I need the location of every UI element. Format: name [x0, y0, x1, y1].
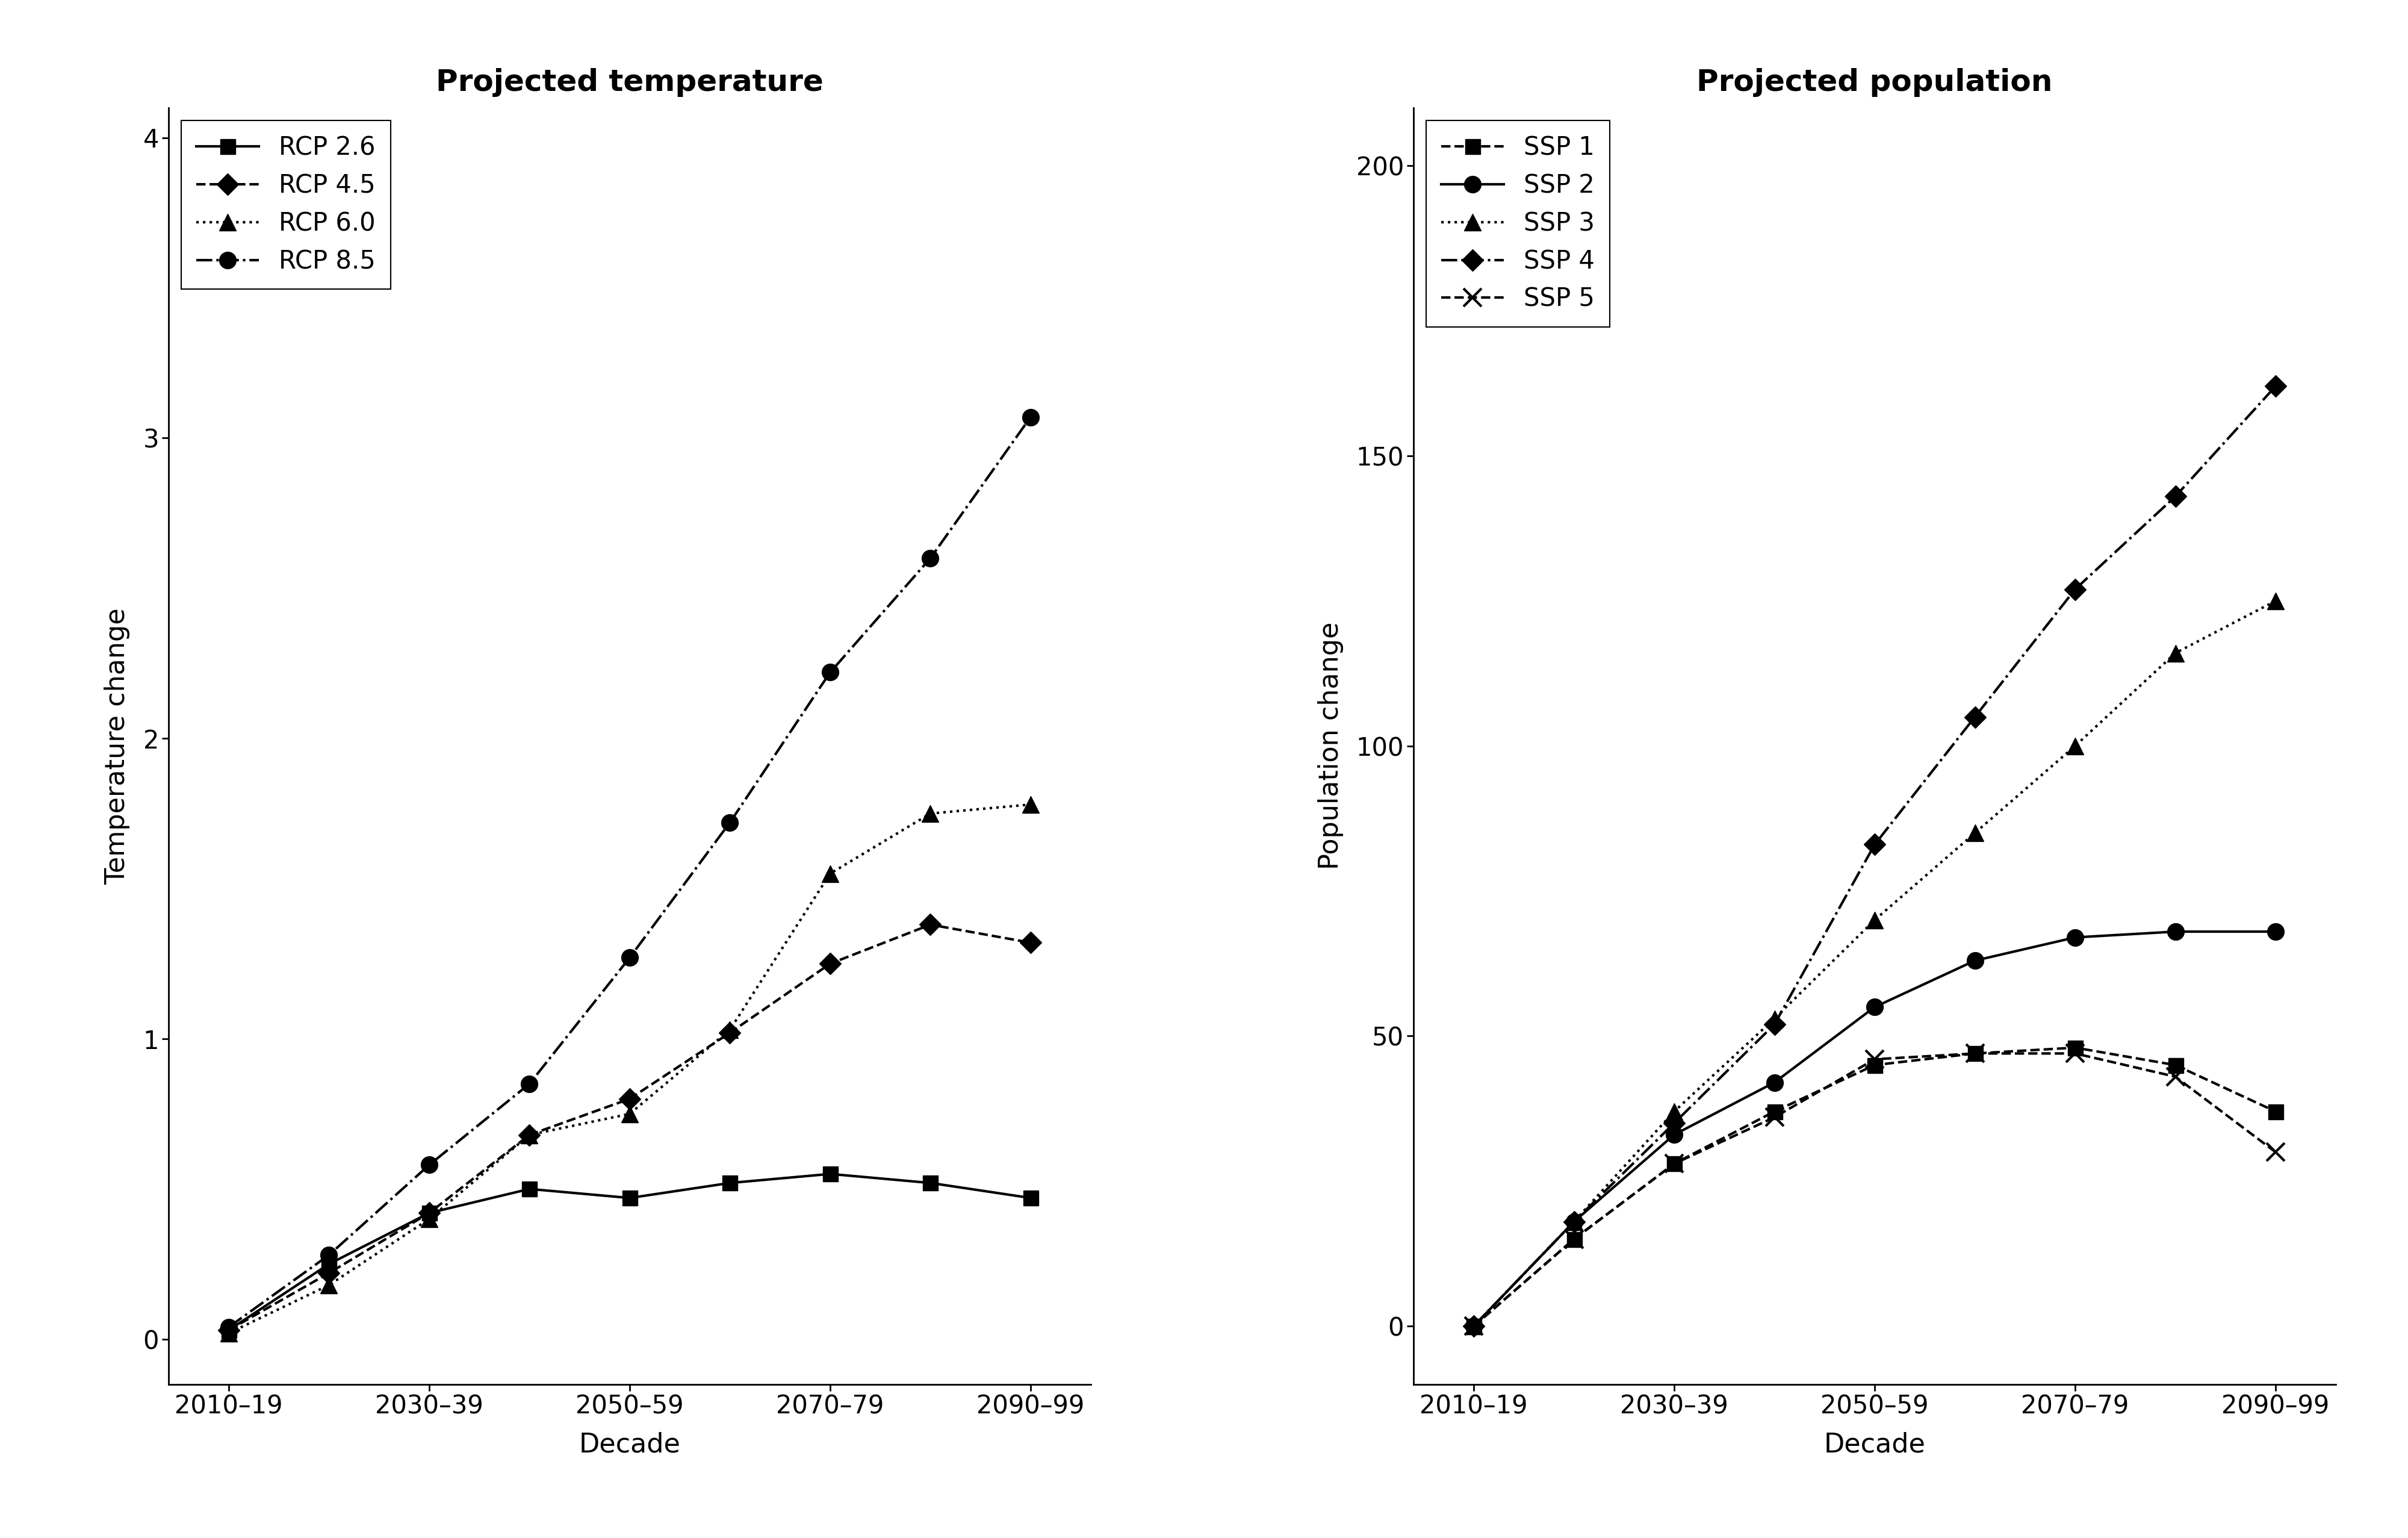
- RCP 2.6: [915, 1173, 944, 1192]
- SSP 1: [2160, 1057, 2189, 1075]
- SSP 4: [2261, 377, 2290, 395]
- RCP 6.0: [816, 864, 845, 883]
- SSP 4: [1861, 835, 1890, 854]
- RCP 6.0: [515, 1126, 544, 1144]
- Title: Projected temperature: Projected temperature: [436, 68, 824, 97]
- SSP 3: [2160, 644, 2189, 663]
- SSP 4: [1459, 1317, 1488, 1335]
- RCP 4.5: [214, 1321, 243, 1340]
- SSP 2: [1760, 1074, 1789, 1092]
- RCP 6.0: [915, 804, 944, 823]
- SSP 5: [2160, 1067, 2189, 1086]
- RCP 4.5: [1016, 934, 1045, 952]
- Line: SSP 5: SSP 5: [1464, 1044, 2285, 1335]
- RCP 8.5: [915, 549, 944, 568]
- RCP 4.5: [816, 955, 845, 974]
- SSP 4: [2061, 580, 2090, 598]
- RCP 2.6: [214, 1321, 243, 1340]
- RCP 8.5: [816, 663, 845, 681]
- SSP 4: [2160, 488, 2189, 506]
- Title: Projected population: Projected population: [1698, 68, 2052, 97]
- SSP 3: [1560, 1212, 1589, 1230]
- SSP 4: [1960, 707, 1989, 726]
- SSP 5: [1861, 1050, 1890, 1069]
- SSP 1: [1960, 1044, 1989, 1063]
- SSP 3: [2061, 737, 2090, 755]
- SSP 3: [2261, 592, 2290, 611]
- X-axis label: Decade: Decade: [578, 1432, 681, 1458]
- RCP 8.5: [715, 814, 744, 832]
- RCP 6.0: [214, 1324, 243, 1343]
- RCP 2.6: [515, 1180, 544, 1198]
- SSP 1: [2061, 1038, 2090, 1057]
- RCP 4.5: [414, 1204, 443, 1223]
- SSP 4: [1560, 1212, 1589, 1230]
- Line: RCP 8.5: RCP 8.5: [222, 409, 1038, 1335]
- RCP 8.5: [315, 1246, 344, 1264]
- SSP 3: [1459, 1317, 1488, 1335]
- RCP 6.0: [315, 1277, 344, 1295]
- SSP 3: [1960, 824, 1989, 843]
- RCP 8.5: [214, 1318, 243, 1337]
- SSP 2: [2261, 923, 2290, 941]
- Legend: RCP 2.6, RCP 4.5, RCP 6.0, RCP 8.5: RCP 2.6, RCP 4.5, RCP 6.0, RCP 8.5: [181, 120, 390, 289]
- SSP 1: [1861, 1057, 1890, 1075]
- SSP 5: [1960, 1044, 1989, 1063]
- RCP 6.0: [1016, 795, 1045, 814]
- SSP 2: [1960, 952, 1989, 970]
- SSP 2: [1459, 1317, 1488, 1335]
- Y-axis label: Population change: Population change: [1317, 621, 1344, 871]
- RCP 6.0: [414, 1210, 443, 1229]
- RCP 2.6: [1016, 1189, 1045, 1207]
- SSP 3: [1760, 1009, 1789, 1027]
- RCP 2.6: [414, 1204, 443, 1223]
- Line: RCP 4.5: RCP 4.5: [222, 917, 1038, 1338]
- RCP 2.6: [315, 1255, 344, 1273]
- SSP 5: [1760, 1107, 1789, 1126]
- SSP 5: [1659, 1155, 1688, 1173]
- RCP 2.6: [715, 1173, 744, 1192]
- SSP 2: [2061, 927, 2090, 946]
- SSP 4: [1659, 1114, 1688, 1132]
- X-axis label: Decade: Decade: [1823, 1432, 1926, 1458]
- RCP 4.5: [515, 1126, 544, 1144]
- Y-axis label: Temperature change: Temperature change: [104, 608, 130, 884]
- SSP 2: [1560, 1212, 1589, 1230]
- RCP 4.5: [614, 1089, 643, 1107]
- Line: SSP 4: SSP 4: [1466, 378, 2283, 1333]
- SSP 1: [1760, 1103, 1789, 1121]
- Line: SSP 1: SSP 1: [1466, 1040, 2283, 1333]
- SSP 2: [1659, 1126, 1688, 1144]
- SSP 5: [1459, 1317, 1488, 1335]
- SSP 1: [1560, 1230, 1589, 1249]
- RCP 4.5: [915, 915, 944, 934]
- RCP 4.5: [315, 1264, 344, 1283]
- SSP 1: [2261, 1103, 2290, 1121]
- RCP 6.0: [614, 1104, 643, 1123]
- SSP 5: [2261, 1143, 2290, 1161]
- SSP 2: [1861, 998, 1890, 1017]
- RCP 8.5: [614, 949, 643, 967]
- Line: RCP 6.0: RCP 6.0: [222, 797, 1038, 1341]
- Line: SSP 3: SSP 3: [1466, 592, 2283, 1335]
- SSP 4: [1760, 1015, 1789, 1034]
- RCP 8.5: [414, 1155, 443, 1173]
- SSP 1: [1659, 1155, 1688, 1173]
- RCP 2.6: [614, 1189, 643, 1207]
- Line: SSP 2: SSP 2: [1466, 923, 2283, 1335]
- Legend: SSP 1, SSP 2, SSP 3, SSP 4, SSP 5: SSP 1, SSP 2, SSP 3, SSP 4, SSP 5: [1426, 120, 1611, 328]
- RCP 4.5: [715, 1024, 744, 1043]
- SSP 2: [2160, 923, 2189, 941]
- RCP 8.5: [1016, 408, 1045, 426]
- Line: RCP 2.6: RCP 2.6: [222, 1166, 1038, 1338]
- SSP 5: [2061, 1044, 2090, 1063]
- RCP 6.0: [715, 1021, 744, 1040]
- SSP 5: [1560, 1230, 1589, 1249]
- SSP 1: [1459, 1317, 1488, 1335]
- RCP 2.6: [816, 1164, 845, 1183]
- RCP 8.5: [515, 1075, 544, 1094]
- SSP 3: [1659, 1103, 1688, 1121]
- SSP 3: [1861, 910, 1890, 929]
